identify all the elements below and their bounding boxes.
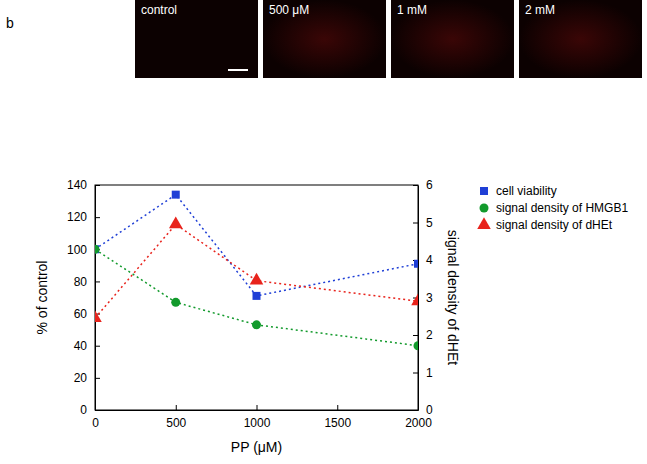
panel-letter: b bbox=[6, 15, 14, 31]
tick: 20 bbox=[74, 371, 100, 385]
axis-line bbox=[418, 186, 419, 411]
tick-label: 0 bbox=[80, 403, 87, 417]
tick-label: 20 bbox=[74, 371, 88, 385]
y2-axis-title: signal density of dHEt bbox=[445, 230, 461, 366]
tick: 0 bbox=[80, 403, 100, 417]
x-axis-title: PP (μM) bbox=[231, 439, 282, 455]
marker bbox=[411, 293, 418, 305]
tick-label: 6 bbox=[426, 178, 433, 192]
tick: 4 bbox=[413, 253, 433, 267]
tick: 2 bbox=[413, 328, 433, 342]
tick: 40 bbox=[74, 339, 100, 353]
marker bbox=[252, 320, 261, 329]
tick-label: 500 bbox=[166, 416, 186, 430]
tick: 6 bbox=[413, 178, 433, 192]
marker bbox=[95, 245, 100, 254]
tick-label: 1000 bbox=[244, 416, 271, 430]
marker bbox=[250, 273, 264, 285]
tick-mark bbox=[413, 410, 418, 411]
legend-label: signal density of HMGB1 bbox=[496, 201, 628, 215]
tick-mark bbox=[95, 281, 100, 282]
scale-bar bbox=[228, 69, 248, 71]
legend-label: cell viability bbox=[496, 184, 557, 198]
micrograph bbox=[391, 0, 514, 78]
tick-label: 80 bbox=[74, 275, 88, 289]
tick-mark bbox=[257, 405, 258, 410]
tick: 0 bbox=[413, 403, 433, 417]
tick: 120 bbox=[67, 210, 100, 224]
legend-swatch bbox=[479, 203, 488, 212]
series-line bbox=[95, 249, 418, 345]
tick: 500 bbox=[166, 405, 186, 430]
tick-label: 3 bbox=[426, 291, 433, 305]
marker bbox=[171, 298, 180, 307]
panel-label: 2 mM bbox=[525, 3, 555, 17]
tick-mark bbox=[95, 378, 100, 379]
panel-label: control bbox=[141, 3, 177, 17]
legend-swatch bbox=[477, 217, 491, 229]
marker bbox=[413, 341, 418, 350]
tick: 1000 bbox=[244, 405, 271, 430]
tick-mark bbox=[95, 217, 100, 218]
tick-label: 2 bbox=[426, 328, 433, 342]
y-axis: 0 20 40 60 80 100 120 140 bbox=[67, 178, 100, 417]
panel-label: 500 μM bbox=[269, 3, 309, 17]
tick-label: 40 bbox=[74, 339, 88, 353]
legend: cell viability signal density of HMGB1 sig… bbox=[477, 184, 628, 232]
panel-label: 1 mM bbox=[397, 3, 427, 17]
marker bbox=[169, 217, 183, 229]
tick-label: 5 bbox=[426, 216, 433, 230]
tick-mark bbox=[176, 405, 177, 410]
legend-item: signal density of HMGB1 bbox=[479, 201, 628, 215]
tick-mark bbox=[413, 185, 418, 186]
tick-mark bbox=[95, 346, 100, 347]
micrograph bbox=[263, 0, 386, 78]
micrograph bbox=[135, 0, 258, 78]
tick: 5 bbox=[413, 216, 433, 230]
marker bbox=[172, 191, 180, 199]
tick-mark bbox=[95, 410, 100, 411]
tick-mark bbox=[337, 405, 338, 410]
micrograph bbox=[519, 0, 642, 78]
series-line bbox=[95, 195, 418, 296]
tick: 140 bbox=[67, 178, 100, 192]
legend-swatch bbox=[480, 187, 488, 195]
tick-label: 0 bbox=[426, 403, 433, 417]
legend-item: cell viability bbox=[480, 184, 557, 198]
marker bbox=[253, 292, 261, 300]
x-axis: 0 500 1000 1500 2000 bbox=[92, 405, 432, 430]
tick-mark bbox=[413, 335, 418, 336]
tick: 1 bbox=[413, 366, 433, 380]
tick-label: 60 bbox=[74, 307, 88, 321]
plot-frame bbox=[95, 185, 418, 410]
tick: 100 bbox=[67, 243, 100, 257]
tick-label: 120 bbox=[67, 210, 87, 224]
tick-mark bbox=[95, 185, 100, 186]
marker bbox=[95, 245, 99, 253]
axis-line bbox=[96, 410, 419, 411]
tick-label: 140 bbox=[67, 178, 87, 192]
tick: 80 bbox=[74, 275, 100, 289]
tick-label: 2000 bbox=[405, 416, 432, 430]
tick-label: 1 bbox=[426, 366, 433, 380]
marker bbox=[95, 310, 102, 322]
legend-label: signal density of dHEt bbox=[496, 218, 613, 232]
tick-mark bbox=[413, 223, 418, 224]
marker bbox=[414, 260, 418, 268]
tick: 1500 bbox=[324, 405, 351, 430]
legend-item: signal density of dHEt bbox=[477, 217, 613, 232]
tick-label: 100 bbox=[67, 243, 87, 257]
tick-label: 4 bbox=[426, 253, 433, 267]
figure: bcontrol500 μM1 mM2 mM050010001500200002… bbox=[0, 0, 647, 464]
tick-label: 0 bbox=[92, 416, 99, 430]
axis-line bbox=[95, 186, 96, 411]
series-line bbox=[95, 224, 418, 318]
tick-label: 1500 bbox=[324, 416, 351, 430]
plot-area bbox=[95, 191, 418, 351]
y-axis-title: % of control bbox=[34, 261, 50, 335]
tick-mark bbox=[413, 373, 418, 374]
